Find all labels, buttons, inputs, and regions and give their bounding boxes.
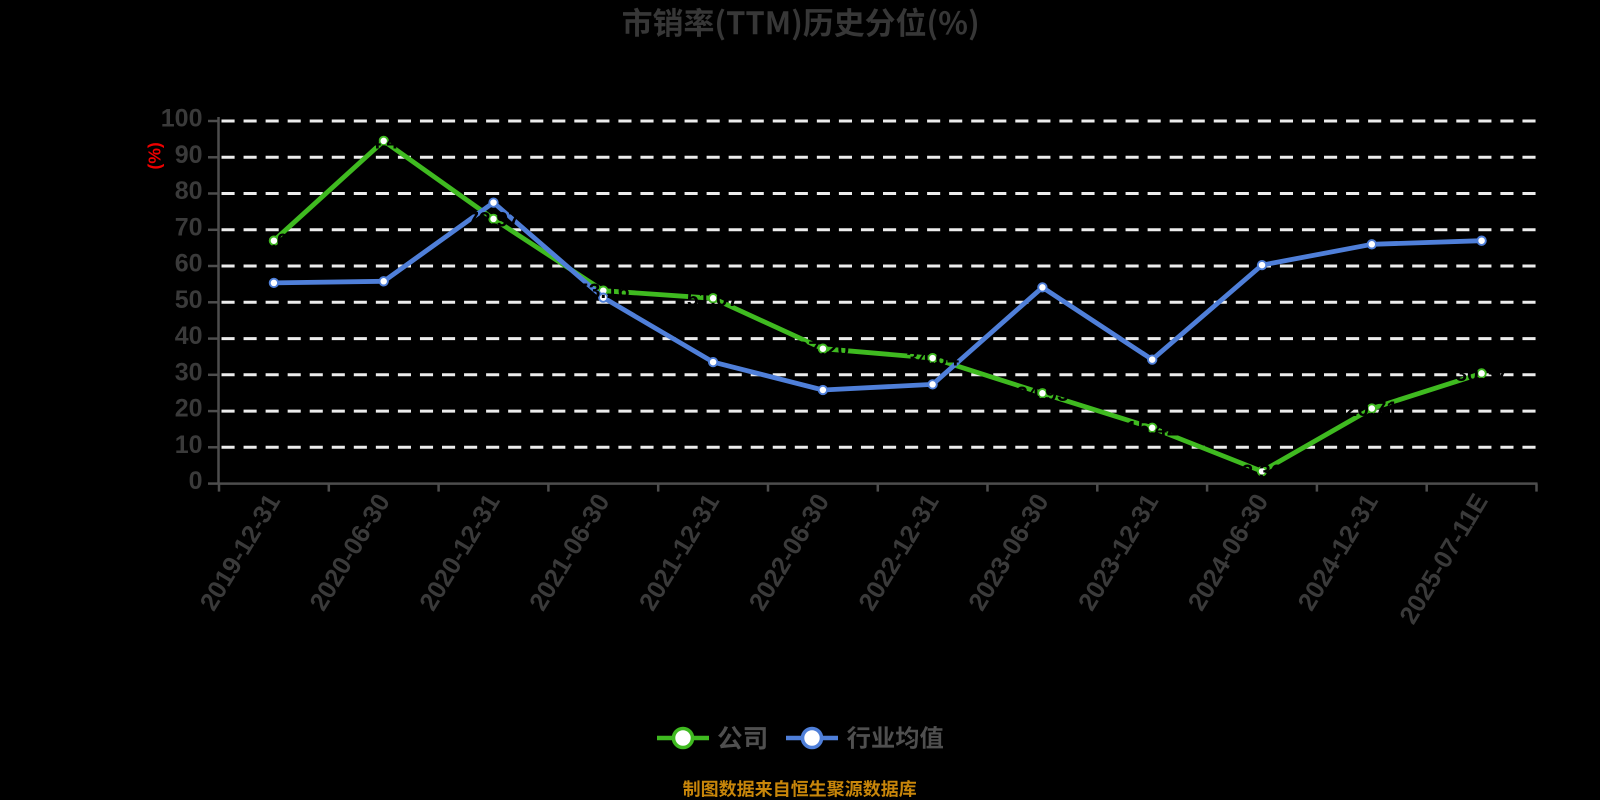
svg-text:53.16: 53.16 — [577, 280, 630, 303]
svg-text:0: 0 — [189, 467, 203, 495]
svg-text:24.93: 24.93 — [1016, 383, 1069, 406]
svg-text:15.42: 15.42 — [1126, 417, 1179, 440]
svg-text:72.97: 72.97 — [467, 208, 520, 231]
svg-text:34.64: 34.64 — [906, 348, 959, 371]
svg-text:51.07: 51.07 — [687, 288, 740, 311]
svg-text:10: 10 — [175, 431, 203, 459]
svg-text:20: 20 — [175, 395, 203, 423]
svg-text:(%): (%) — [145, 142, 165, 169]
svg-text:30: 30 — [175, 358, 203, 386]
svg-text:40: 40 — [175, 322, 203, 350]
svg-text:37.20: 37.20 — [797, 338, 850, 361]
svg-text:20.71: 20.71 — [1346, 398, 1399, 421]
svg-text:100: 100 — [161, 105, 203, 133]
svg-text:50: 50 — [175, 286, 203, 314]
svg-text:30.37: 30.37 — [1455, 363, 1508, 386]
svg-text:90: 90 — [175, 141, 203, 169]
svg-text:70: 70 — [175, 213, 203, 241]
svg-text:3.36: 3.36 — [1242, 461, 1283, 484]
svg-text:80: 80 — [175, 177, 203, 205]
svg-text:67.04: 67.04 — [248, 230, 301, 253]
svg-text:94.48: 94.48 — [357, 130, 410, 153]
svg-text:60: 60 — [175, 250, 203, 278]
